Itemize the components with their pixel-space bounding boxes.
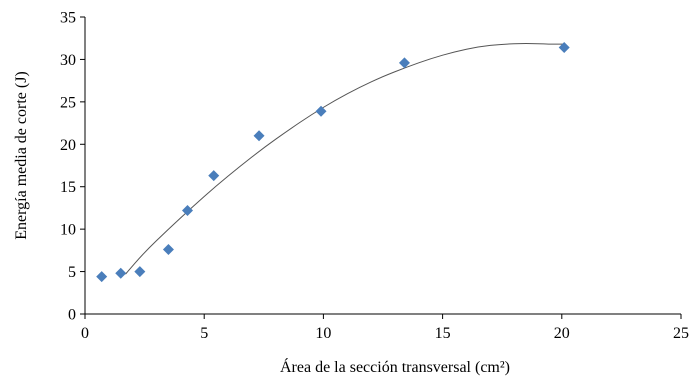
y-tick-label: 35 <box>60 10 76 27</box>
y-axis-ticks: 0 5 10 15 20 25 30 35 <box>60 10 85 324</box>
data-point <box>96 271 108 283</box>
x-tick-label: 10 <box>315 325 331 342</box>
x-tick-label: 20 <box>554 325 570 342</box>
y-axis-title: Energía media de corte (J) <box>13 71 30 240</box>
data-point <box>182 204 194 216</box>
y-tick-label: 0 <box>68 307 76 324</box>
y-tick-label: 5 <box>68 264 76 281</box>
trendline <box>125 43 565 275</box>
y-tick-label: 30 <box>60 52 76 69</box>
y-tick-label: 25 <box>60 94 76 111</box>
x-tick-label: 15 <box>435 325 451 342</box>
data-point <box>253 130 265 142</box>
data-point <box>115 267 127 279</box>
data-point <box>134 266 146 278</box>
x-axis-title: Área de la sección transversal (cm²) <box>280 357 510 376</box>
data-points <box>96 42 570 283</box>
x-tick-label: 5 <box>200 325 208 342</box>
x-tick-label: 25 <box>673 325 689 342</box>
data-point <box>162 244 174 256</box>
data-point <box>398 57 410 69</box>
data-point <box>208 170 220 182</box>
x-axis-ticks: 0 5 10 15 20 25 <box>81 314 689 342</box>
data-point <box>558 42 570 54</box>
y-tick-label: 20 <box>60 137 76 154</box>
y-tick-label: 15 <box>60 179 76 196</box>
y-tick-label: 10 <box>60 222 76 239</box>
x-tick-label: 0 <box>81 325 89 342</box>
data-point <box>315 105 327 117</box>
